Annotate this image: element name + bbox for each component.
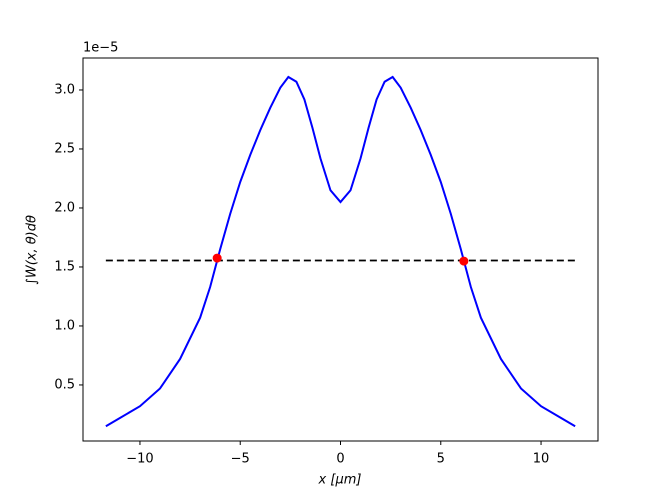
y-offset-label: 1e−5 — [83, 41, 118, 56]
x-tick-label: −10 — [126, 452, 153, 467]
y-tick-label: 2.5 — [54, 141, 75, 156]
x-tick-label: 10 — [533, 452, 550, 467]
y-tick-label: 3.0 — [54, 82, 75, 97]
plot-frame — [82, 57, 599, 442]
y-tick-label: 0.5 — [54, 377, 75, 392]
y-tick-label: 1.5 — [54, 259, 75, 274]
marker — [212, 253, 222, 263]
y-tick-label: 2.0 — [54, 200, 75, 215]
x-tick-label: 5 — [437, 452, 445, 467]
x-axis-label: x [μm] — [318, 473, 362, 488]
y-tick-label: 1.0 — [54, 318, 75, 333]
x-tick-label: 0 — [336, 452, 344, 467]
y-axis-label: ∫W(x, θ)dθ — [25, 215, 40, 285]
x-tick-label: −5 — [231, 452, 250, 467]
marker — [459, 256, 469, 266]
line — [105, 75, 576, 428]
